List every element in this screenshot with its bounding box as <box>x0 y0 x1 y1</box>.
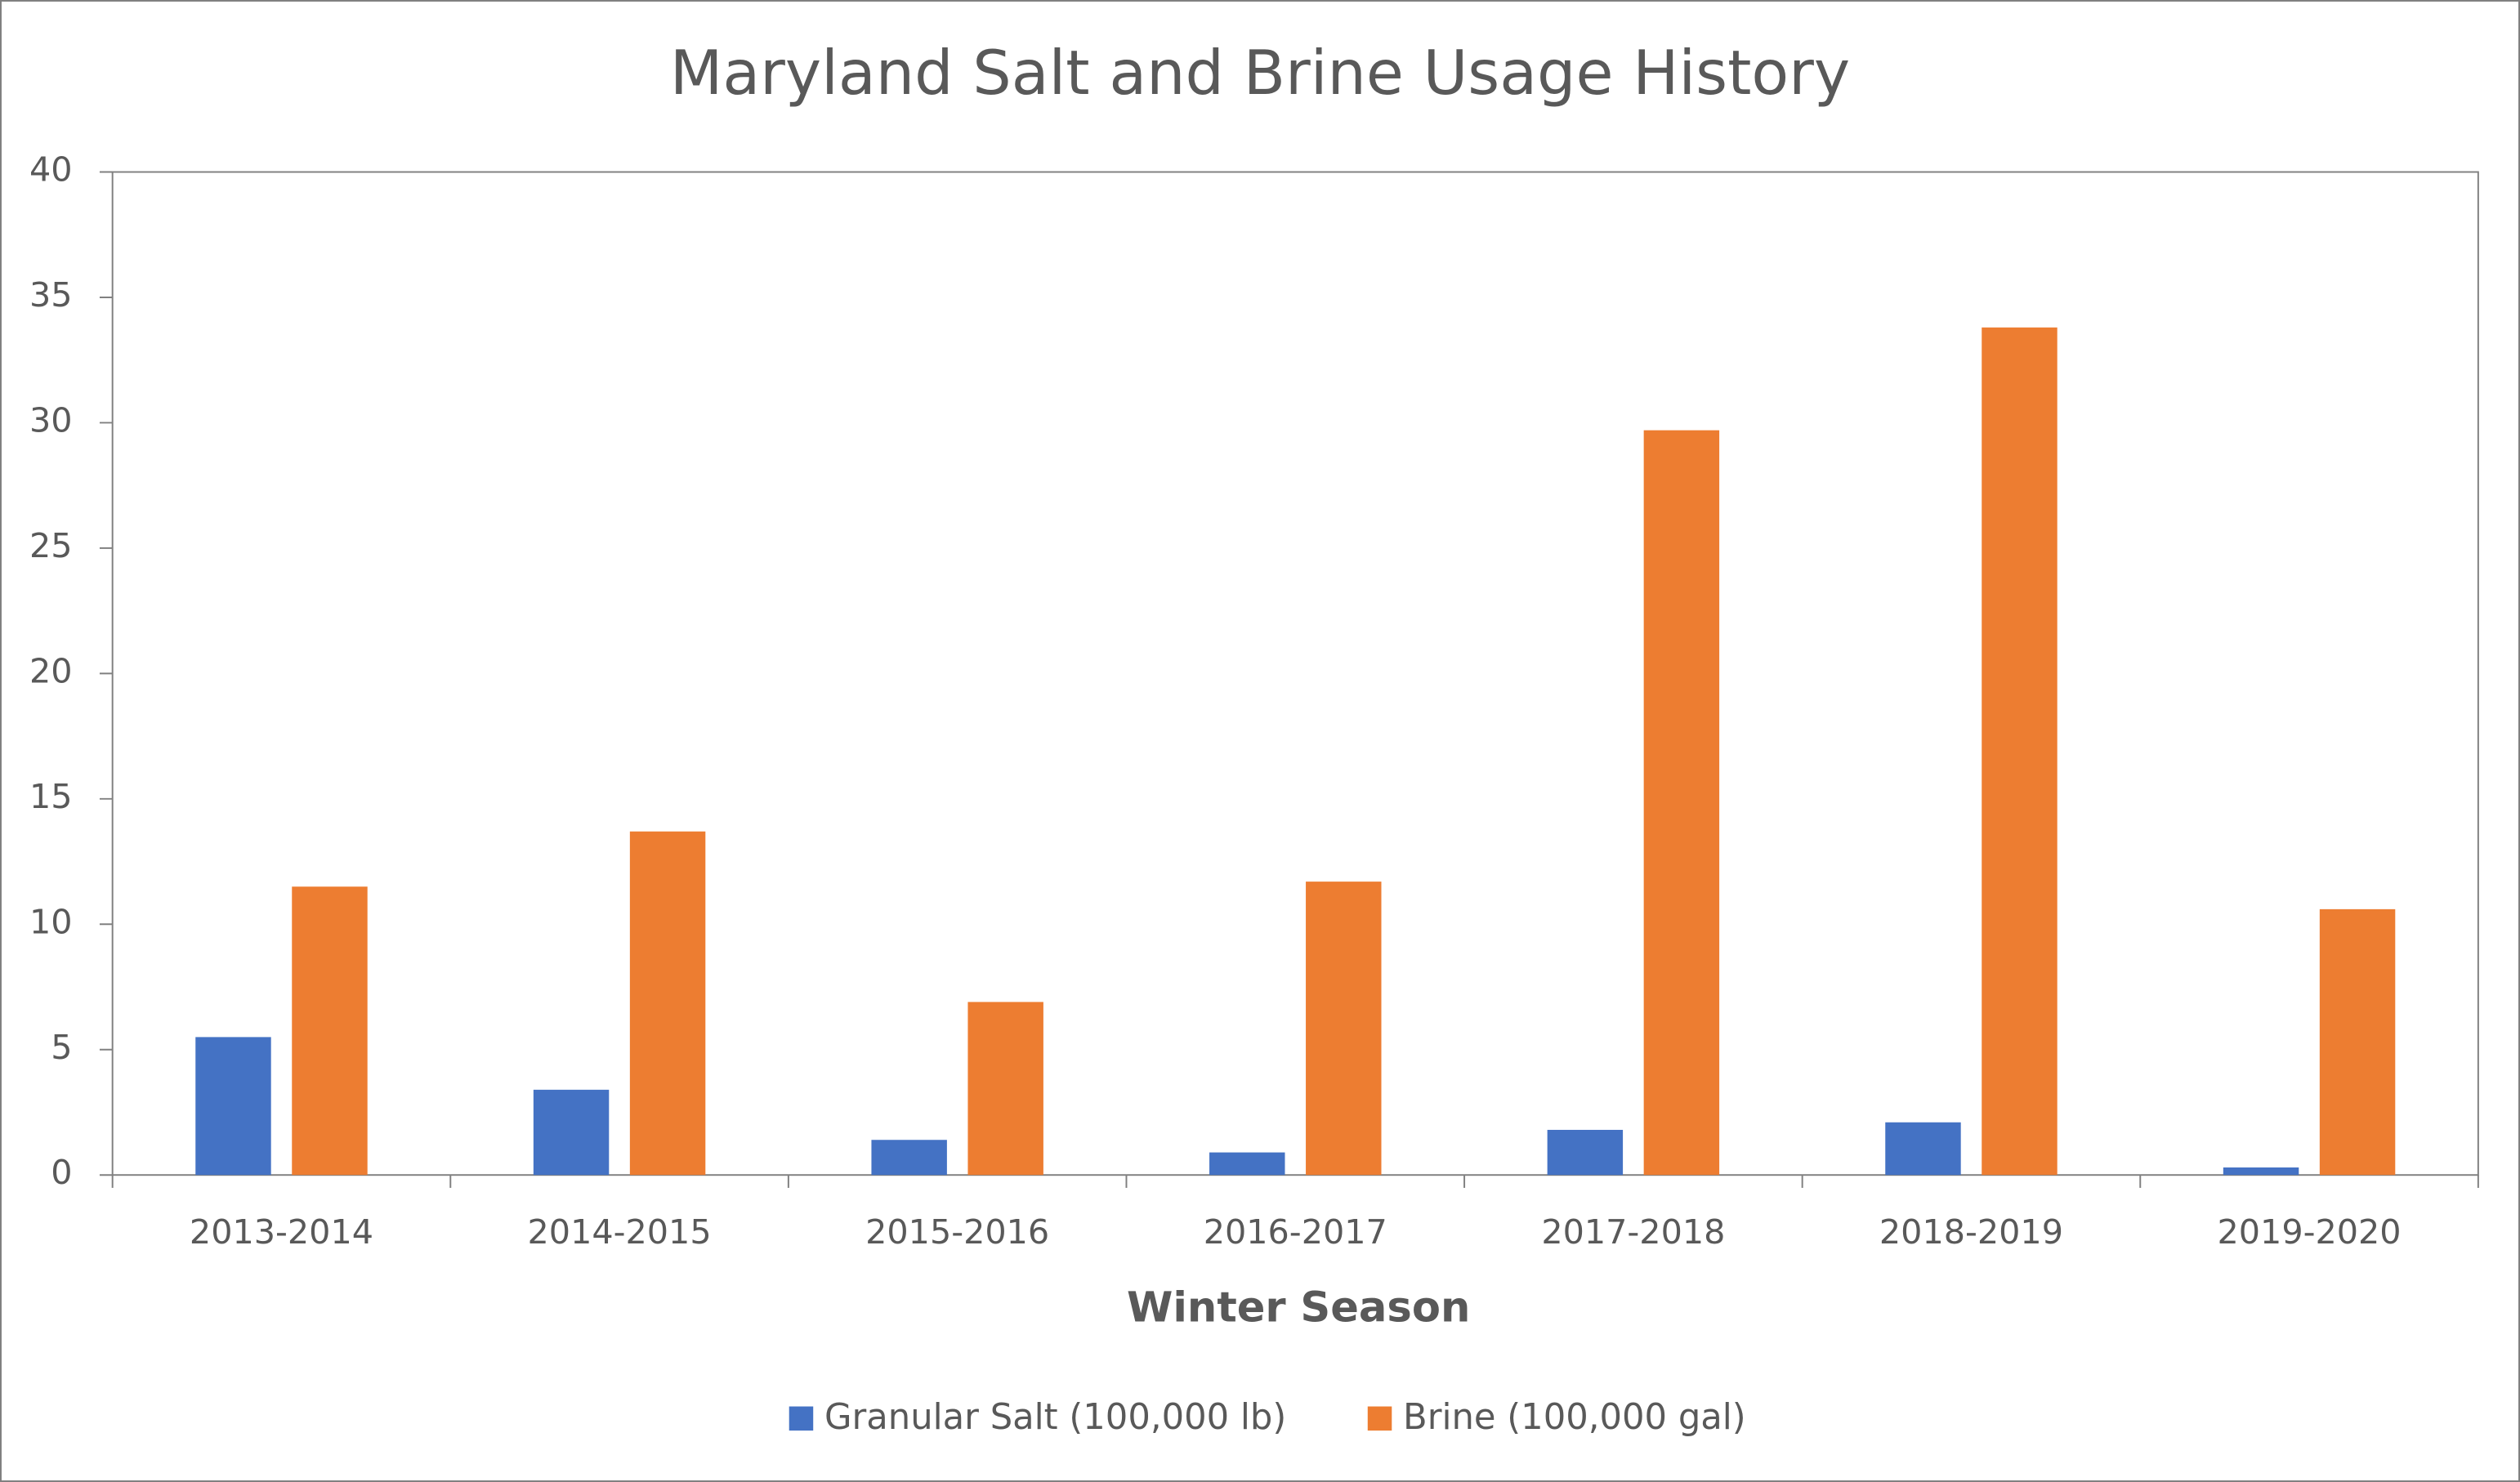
bar <box>533 1089 610 1176</box>
bar <box>1209 1152 1285 1176</box>
y-tick-label: 15 <box>29 777 73 816</box>
y-tick-label: 20 <box>29 651 73 690</box>
legend-swatch <box>1367 1406 1392 1431</box>
x-tick-label: 2017-2018 <box>1541 1212 1725 1252</box>
bar <box>1547 1129 1624 1176</box>
chart-title: Maryland Salt and Brine Usage History <box>670 38 1850 109</box>
legend-swatch <box>789 1406 814 1431</box>
bar <box>871 1140 947 1176</box>
bar <box>2223 1167 2299 1176</box>
x-tick-label: 2019-2020 <box>2218 1212 2402 1252</box>
x-axis-title: Winter Season <box>1127 1283 1470 1332</box>
bar <box>1643 430 1720 1176</box>
x-tick-label: 2013-2014 <box>190 1212 373 1252</box>
bar <box>1885 1122 1961 1176</box>
bar <box>629 831 706 1176</box>
x-tick-label: 2014-2015 <box>528 1212 712 1252</box>
bar <box>2319 908 2396 1176</box>
bar <box>195 1037 271 1176</box>
y-tick-label: 30 <box>29 400 73 440</box>
y-tick-label: 25 <box>29 526 73 565</box>
y-tick-label: 35 <box>29 275 73 315</box>
bar <box>1982 327 2058 1176</box>
x-tick-label: 2016-2017 <box>1204 1212 1387 1252</box>
y-tick-label: 5 <box>51 1028 72 1067</box>
x-tick-label: 2018-2019 <box>1879 1212 2063 1252</box>
y-tick-label: 40 <box>29 150 73 190</box>
y-tick-label: 10 <box>29 902 73 941</box>
bar <box>967 1002 1043 1176</box>
x-tick-label: 2015-2016 <box>865 1212 1049 1252</box>
y-tick-label: 0 <box>51 1153 72 1192</box>
bar <box>292 886 368 1176</box>
legend-label: Granular Salt (100,000 lb) <box>824 1397 1286 1438</box>
bar <box>1306 882 1382 1176</box>
legend-label: Brine (100,000 gal) <box>1403 1397 1746 1438</box>
